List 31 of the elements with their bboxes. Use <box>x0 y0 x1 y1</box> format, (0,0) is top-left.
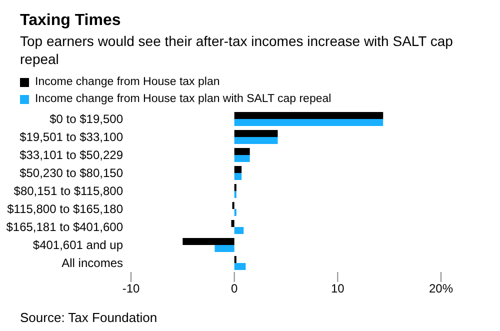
y-tick-label: $401,601 and up <box>32 238 124 252</box>
x-tick-label: 0 <box>230 282 238 296</box>
bar <box>234 148 250 155</box>
bar <box>234 155 250 162</box>
y-tick-label: $0 to $19,500 <box>50 112 124 126</box>
x-tick-label: -10 <box>122 282 140 296</box>
bar <box>234 173 242 180</box>
legend-label: Income change from House tax plan <box>35 75 220 90</box>
bar <box>234 137 278 144</box>
source-note: Source: Tax Foundation <box>20 310 158 325</box>
legend-label: Income change from House tax plan with SALT cap repeal <box>35 92 332 107</box>
bar <box>234 130 278 137</box>
y-tick-label: $80,151 to $115,800 <box>14 184 124 198</box>
y-tick-label: $33,101 to $50,229 <box>20 148 124 162</box>
bar <box>231 220 234 227</box>
x-tick-label: 10 <box>330 282 345 296</box>
chart-subtitle: Top earners would see their after-tax incomes increase with SALT cap repeal <box>20 32 454 68</box>
y-tick-label: $165,181 to $401,600 <box>6 220 124 234</box>
y-tick-label: All incomes <box>62 256 123 270</box>
bar <box>234 112 384 119</box>
bar <box>214 245 234 252</box>
x-tick-label: 20% <box>428 282 454 296</box>
chart-title: Taxing Times <box>20 12 121 30</box>
bar <box>234 166 242 173</box>
bar <box>234 263 246 270</box>
bar <box>234 227 244 234</box>
y-tick-label: $50,230 to $80,150 <box>20 166 124 180</box>
y-tick-label: $19,501 to $33,100 <box>20 130 124 144</box>
y-tick-label: $115,800 to $165,180 <box>7 202 124 216</box>
bar <box>234 119 384 126</box>
bar <box>182 238 234 245</box>
